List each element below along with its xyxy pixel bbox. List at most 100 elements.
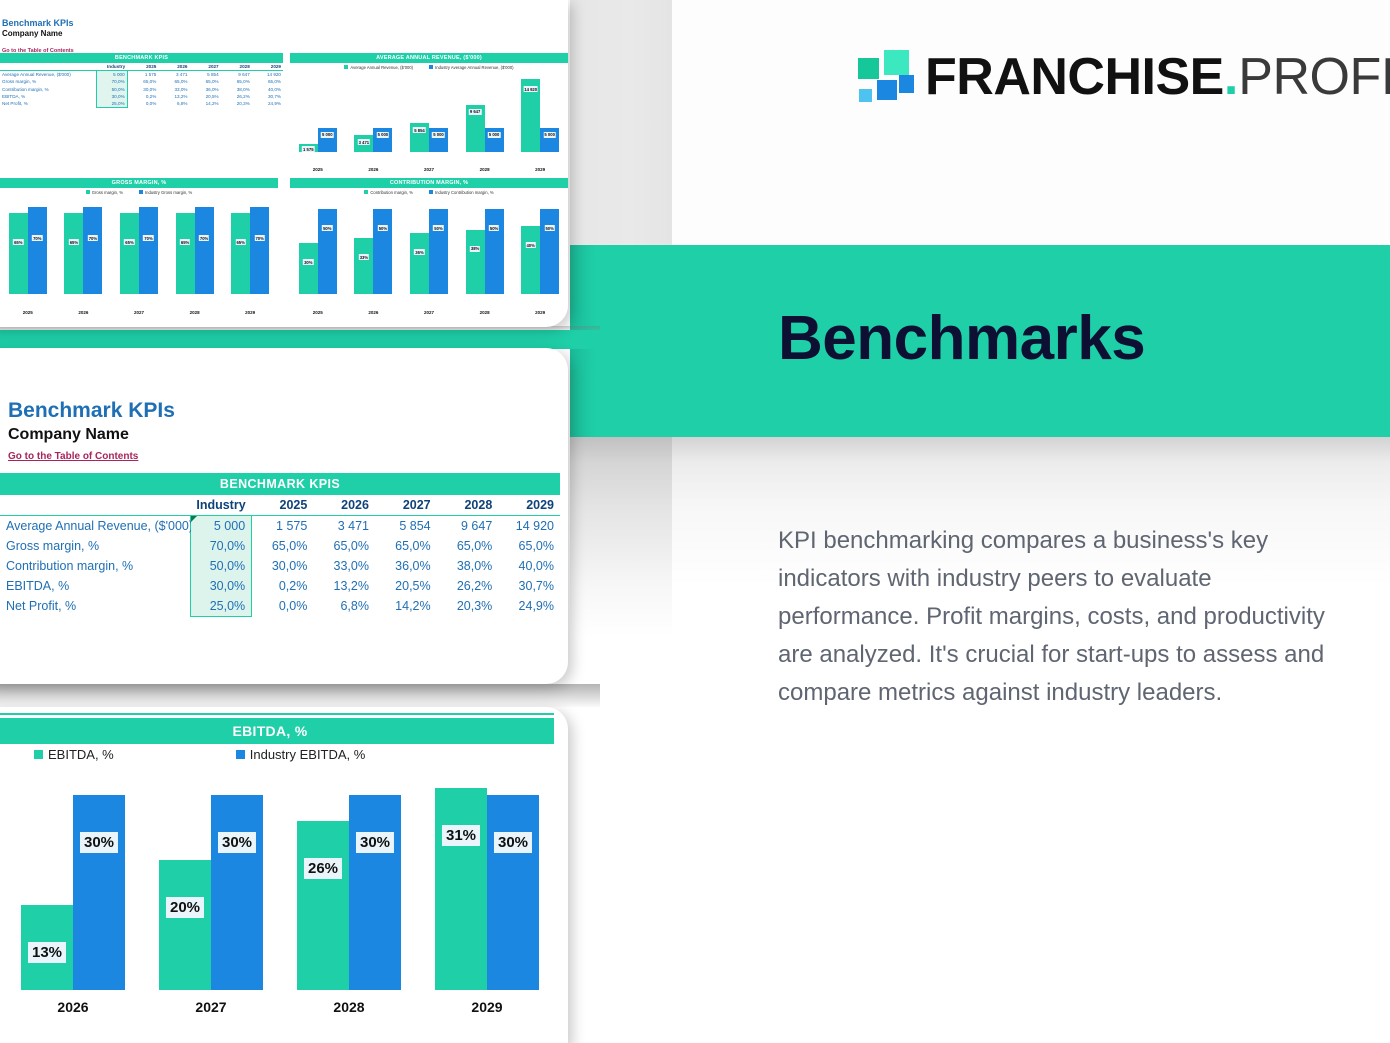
background-below-band-column [570,437,672,637]
bar-industry-2025[interactable]: 50% [317,209,337,294]
accent-teal-strip [0,330,600,349]
bar-industry-2029[interactable]: 70% [250,207,270,294]
th-industry: Industry [196,498,246,512]
bar-company-2027[interactable]: 65% [119,213,139,294]
row-label: Gross margin, % [6,539,100,553]
bar-value-label: 33% [358,254,370,261]
bar-company-2026[interactable]: 65% [64,213,84,294]
bar-company-2029[interactable]: 65% [231,213,251,294]
screenshot-card-ebitda-chart[interactable]: EBITDA, % EBITDA, % Industry EBITDA, % 0… [0,707,568,1043]
bar-group-2027[interactable]: 65% 70% [111,201,167,294]
row-label: Average Annual Revenue, ($'000) [6,519,194,533]
bar-company-2029[interactable]: 31% [435,788,487,990]
kpi-table-title: BENCHMARK KPIS [0,473,560,495]
th-2026: 2026 [341,498,369,512]
bar-industry-2029[interactable]: 30% [487,794,539,990]
bar-industry-2025[interactable]: 5 000 [317,127,337,152]
bar-group-2029[interactable]: 14 920 5 000 [512,74,568,152]
bar-industry-2028[interactable]: 30% [349,794,401,990]
bar-group-2029[interactable]: 40% 50% [512,201,568,294]
bar-industry-2029[interactable]: 50% [540,209,560,294]
x-tick-2028: 2028 [479,167,490,172]
bar-group-2025[interactable]: 1 575 5 000 [290,74,346,152]
bar-company-2026[interactable]: 13% [21,905,73,990]
bar-value-label: 50% [544,225,555,232]
toc-link[interactable]: Go to the Table of Contents [8,451,139,462]
bar-company-2028[interactable]: 26% [297,820,349,990]
bar-industry-2028[interactable]: 5 000 [484,127,504,152]
bar-industry-2027[interactable]: 50% [428,209,448,294]
bar-company-2028[interactable]: 65% [175,213,195,294]
row-label: EBITDA, % [2,93,26,99]
mini-toc-link[interactable]: Go to the Table of Contents [2,48,74,54]
cell-year-2029: 40,0% [518,559,554,573]
cell-year-2029: 65,0% [267,79,281,85]
bar-company-2029[interactable]: 14 920 [521,79,541,152]
cell-year-2025: 30,0% [143,86,157,92]
bar-group-2025[interactable]: 65% 70% [0,201,56,294]
bar-group-2026[interactable]: 13% 30% [4,775,142,990]
brand-name-light: PROFILES [1238,48,1390,106]
bar-company-2028[interactable]: 38% [465,229,485,294]
ebitda-plot-area[interactable]: 0%30%13%30%20%30%26%30%31%30% [0,775,556,990]
bar-company-2026[interactable]: 3 471 [354,135,374,152]
bar-group-2028[interactable]: 9 647 5 000 [457,74,513,152]
bar-industry-2026[interactable]: 5 000 [373,127,393,152]
bar-group-2026[interactable]: 33% 50% [346,201,402,294]
x-tick-2026: 2026 [57,999,89,1015]
bar-industry-2027[interactable]: 70% [138,207,158,294]
bar-value-label: 31% [441,825,481,847]
bar-industry-2026[interactable]: 30% [73,794,125,990]
bar-group-2028[interactable]: 26% 30% [280,775,418,990]
bar-group-2026[interactable]: 65% 70% [56,201,112,294]
cell-year-2025: 65,0% [143,79,157,85]
bar-company-2025[interactable]: 30% [298,243,318,294]
bar-industry-2027[interactable]: 5 000 [428,127,448,152]
bar-group-2028[interactable]: 65% 70% [167,201,223,294]
bar-value-label: 36% [414,249,425,256]
screenshot-card-overview[interactable]: Benchmark KPIs Company Name Go to the Ta… [0,0,568,327]
bar-group-2027[interactable]: 5 854 5 000 [401,74,457,152]
page-title: Benchmarks [778,304,1146,373]
bar-industry-2028[interactable]: 50% [484,209,504,294]
screenshot-card-kpi-table[interactable]: Benchmark KPIs Company Name Go to the Ta… [0,348,568,684]
mini-table-header-row: Industry 2025 2026 2027 2028 2029 [0,63,283,71]
bar-company-2026[interactable]: 33% [354,238,374,294]
bar-industry-2026[interactable]: 70% [83,207,103,294]
bar-company-2028[interactable]: 9 647 [465,104,485,152]
bar-industry-2028[interactable]: 70% [194,207,214,294]
bar-group-2027[interactable]: 20% 30% [142,775,280,990]
bar-company-2027[interactable]: 36% [409,233,429,294]
row-label: EBITDA, % [6,579,70,593]
bar-value-label: 70% [198,235,210,241]
cell-year-2027: 36,0% [395,559,431,573]
cell-year-2028: 65,0% [236,79,250,85]
mini-sheet-company: Company Name [2,29,63,38]
bar-industry-2027[interactable]: 30% [211,794,263,990]
bar-company-2025[interactable]: 65% [8,213,28,294]
bar-group-2029[interactable]: 31% 30% [418,775,556,990]
bar-group-2026[interactable]: 3 471 5 000 [346,74,402,152]
bar-group-2028[interactable]: 38% 50% [457,201,513,294]
x-tick-2026: 2026 [368,310,379,315]
bar-company-2027[interactable]: 5 854 [409,123,429,152]
mini-chart-gross-margin[interactable]: GROSS MARGIN, % Gross margin, % Industry… [0,178,278,318]
mini-chart-avg-annual-revenue[interactable]: AVERAGE ANNUAL REVENUE, ($'000) Average … [290,53,568,173]
bar-group-2027[interactable]: 36% 50% [401,201,457,294]
bar-group-2029[interactable]: 65% 70% [222,201,278,294]
bar-group-2025[interactable]: 30% 50% [290,201,346,294]
bar-industry-2026[interactable]: 50% [373,209,393,294]
bar-company-2025[interactable]: 1 575 [298,144,318,152]
bar-industry-2025[interactable]: 70% [27,207,47,294]
cell-industry: 50,0% [95,85,128,93]
mini-chart-contribution-margin[interactable]: CONTRIBUTION MARGIN, % Contribution marg… [290,178,568,318]
bar-value-label: 20% [165,896,205,918]
bar-company-2027[interactable]: 20% [159,859,211,990]
bar-company-2029[interactable]: 40% [521,226,541,294]
bar-value-label: 70% [32,235,43,241]
sheet-title: Benchmark KPIs [8,399,175,422]
bar-industry-2029[interactable]: 5 000 [540,127,560,152]
table-row: Contribution margin, % 50,0% 30,0% 33,0% 36,… [0,556,560,576]
bar-value-label: 5 000 [543,131,556,138]
